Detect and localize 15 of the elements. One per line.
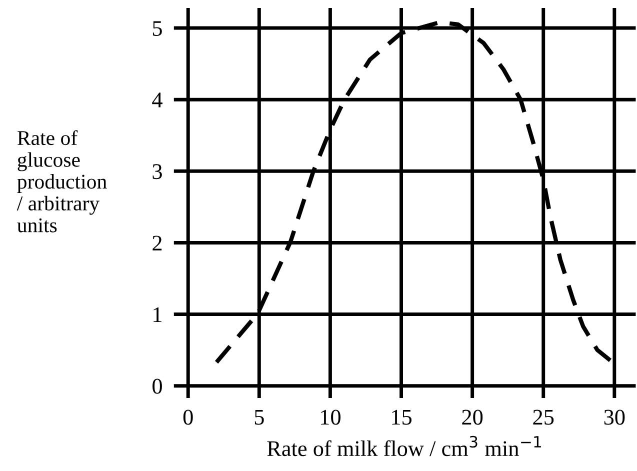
x-tick-label: 10 <box>321 410 340 425</box>
y-axis-title: Rate of glucose production / arbitrary units <box>16 130 107 232</box>
x-axis-title: Rate of milk flow / cm$^{3}$ min$^{−1}$ <box>267 436 541 456</box>
y-tick-label: 2 <box>152 236 162 250</box>
y-tick-label: 4 <box>152 92 162 108</box>
x-tick-label: 25 <box>533 410 554 425</box>
y-tick-label: 1 <box>154 307 162 322</box>
y-tick-label: 0 <box>152 378 162 394</box>
x-tick-label: 15 <box>392 410 412 425</box>
y-tick-label: 5 <box>152 21 162 36</box>
x-tick-label: 5 <box>254 410 264 425</box>
x-tick-label: 30 <box>604 410 625 425</box>
x-tick-label: 20 <box>462 410 483 425</box>
x-tick-label: 0 <box>183 410 193 425</box>
y-tick-label: 3 <box>152 164 162 180</box>
